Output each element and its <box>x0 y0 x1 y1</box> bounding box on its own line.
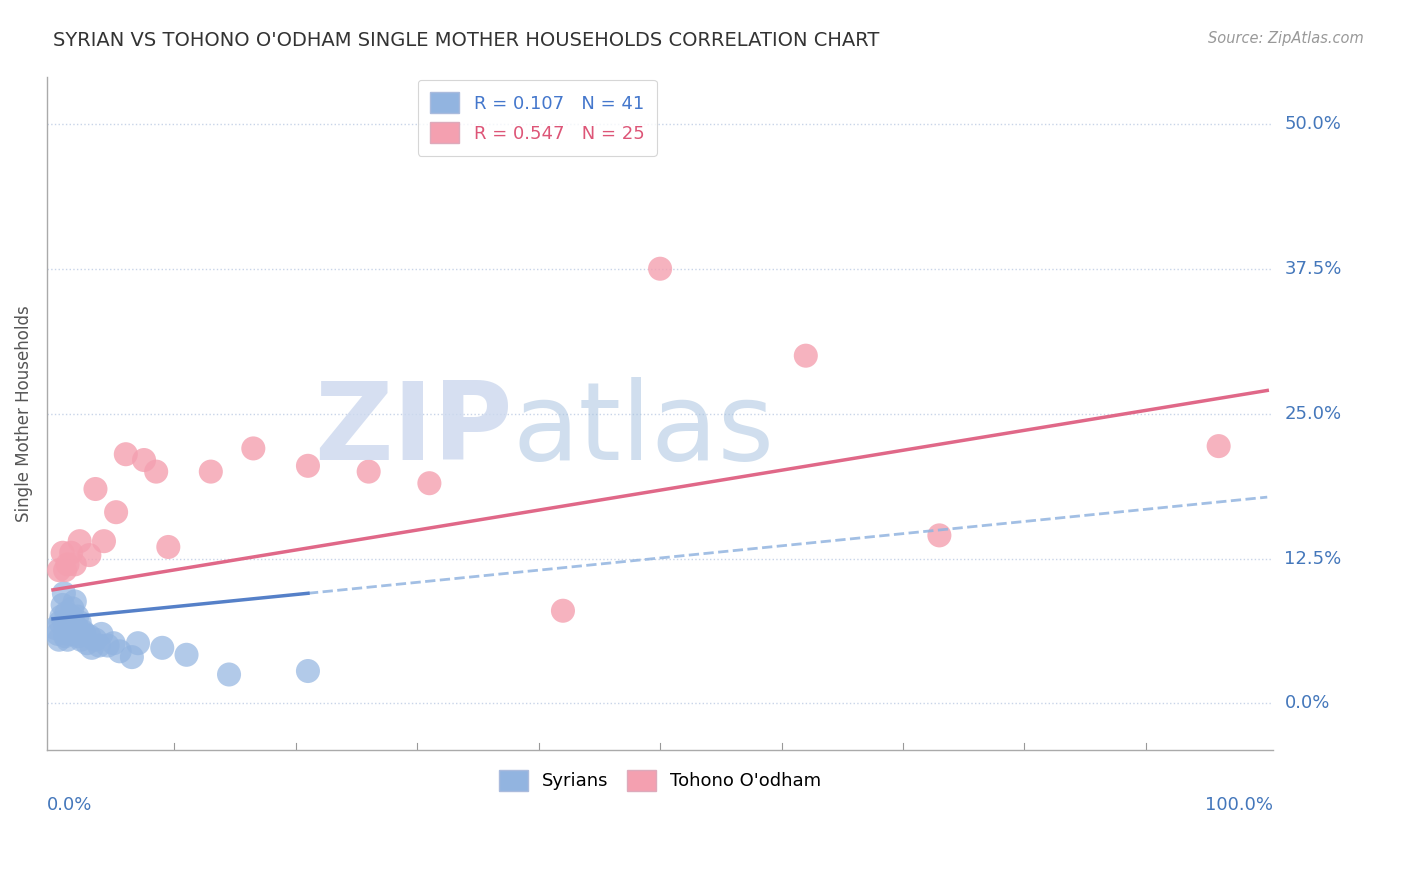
Point <box>60 546 83 560</box>
Point <box>72 624 94 639</box>
Point <box>132 453 155 467</box>
Point <box>73 627 96 641</box>
Point <box>49 615 72 630</box>
Point <box>48 563 70 577</box>
Point <box>145 465 167 479</box>
Point <box>52 598 75 612</box>
Point <box>928 528 950 542</box>
Point <box>60 621 83 635</box>
Point <box>60 609 83 624</box>
Point <box>297 664 319 678</box>
Point <box>157 540 180 554</box>
Text: 12.5%: 12.5% <box>1285 549 1341 567</box>
Point <box>56 632 79 647</box>
Point <box>53 629 76 643</box>
Point <box>357 465 380 479</box>
Point <box>79 548 101 562</box>
Point <box>242 442 264 456</box>
Point <box>69 534 91 549</box>
Point <box>127 636 149 650</box>
Point <box>63 594 86 608</box>
Point <box>63 558 86 572</box>
Text: ZIP: ZIP <box>315 377 513 483</box>
Point <box>51 609 73 624</box>
Point <box>65 627 87 641</box>
Point <box>52 546 75 560</box>
Point <box>53 563 76 577</box>
Point <box>121 650 143 665</box>
Point <box>218 667 240 681</box>
Point <box>150 640 173 655</box>
Point <box>176 648 198 662</box>
Point <box>1208 439 1230 453</box>
Y-axis label: Single Mother Households: Single Mother Households <box>15 305 32 522</box>
Point <box>80 640 103 655</box>
Point <box>87 639 110 653</box>
Point <box>93 534 115 549</box>
Point <box>53 617 76 632</box>
Point <box>70 632 93 647</box>
Point <box>114 447 136 461</box>
Point <box>62 615 84 630</box>
Point <box>60 601 83 615</box>
Point <box>794 349 817 363</box>
Point <box>76 636 98 650</box>
Point <box>56 558 79 572</box>
Text: Source: ZipAtlas.com: Source: ZipAtlas.com <box>1208 31 1364 46</box>
Point <box>44 621 66 635</box>
Text: 50.0%: 50.0% <box>1285 115 1341 133</box>
Point <box>46 627 69 641</box>
Point <box>297 458 319 473</box>
Text: 37.5%: 37.5% <box>1285 260 1341 277</box>
Text: 100.0%: 100.0% <box>1205 796 1274 814</box>
Point <box>108 644 131 658</box>
Text: 0.0%: 0.0% <box>1285 695 1330 713</box>
Text: 25.0%: 25.0% <box>1285 405 1341 423</box>
Point <box>97 639 120 653</box>
Point <box>69 615 91 630</box>
Point <box>84 482 107 496</box>
Point <box>58 627 80 641</box>
Point <box>551 604 574 618</box>
Point <box>90 627 112 641</box>
Point <box>48 632 70 647</box>
Point <box>105 505 128 519</box>
Point <box>66 609 89 624</box>
Point <box>103 636 125 650</box>
Point <box>79 629 101 643</box>
Text: atlas: atlas <box>513 377 775 483</box>
Point <box>66 621 89 635</box>
Point <box>200 465 222 479</box>
Point <box>418 476 440 491</box>
Legend: Syrians, Tohono O'odham: Syrians, Tohono O'odham <box>492 763 828 798</box>
Point <box>84 632 107 647</box>
Text: 0.0%: 0.0% <box>46 796 93 814</box>
Point <box>52 586 75 600</box>
Point <box>648 261 671 276</box>
Point <box>59 613 82 627</box>
Point <box>55 606 77 620</box>
Text: SYRIAN VS TOHONO O'ODHAM SINGLE MOTHER HOUSEHOLDS CORRELATION CHART: SYRIAN VS TOHONO O'ODHAM SINGLE MOTHER H… <box>53 31 880 50</box>
Point <box>67 629 90 643</box>
